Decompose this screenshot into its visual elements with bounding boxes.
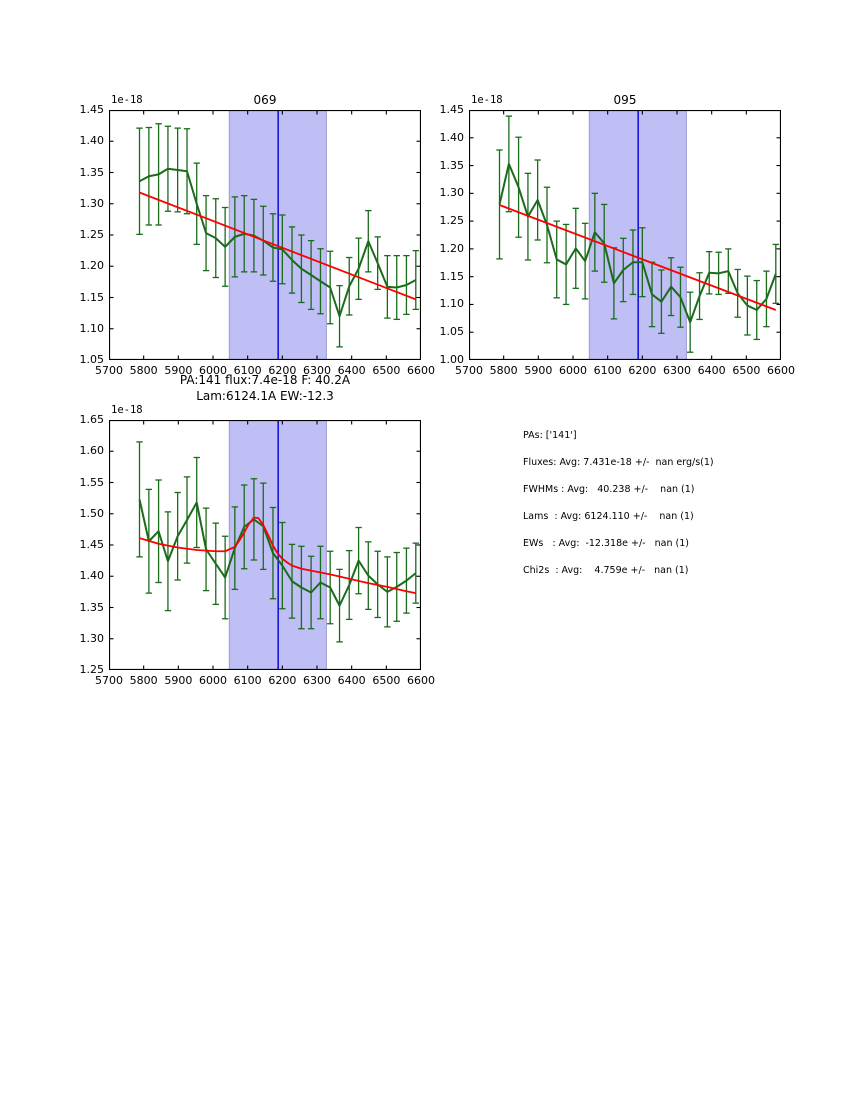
- x-tick-label: 5700: [95, 674, 123, 687]
- plot-panel-fit: 1e-18 5700 5800 5900 6000 6100 6200 6300 6400 65…: [80, 404, 436, 687]
- x-tick-label: 6500: [372, 364, 401, 377]
- x-tick-label: 6400: [697, 364, 726, 377]
- spectrum-trace: [498, 162, 777, 324]
- y-tick-label: 1.45: [439, 103, 465, 116]
- y-tick-label: 1.10: [79, 321, 105, 335]
- y-axis-offset-text-069: 1e-18: [111, 94, 143, 106]
- x-tick-label: 5800: [129, 364, 158, 377]
- y-tick-label: 1.10: [439, 297, 465, 311]
- y-tick-label: 1.30: [79, 196, 105, 210]
- y-tick-label: 1.25: [79, 228, 105, 241]
- y-tick-label: 1.40: [79, 569, 105, 583]
- x-tick-label: 5900: [164, 364, 193, 377]
- x-tick-label: 5700: [95, 364, 123, 377]
- plot-area-095: [469, 110, 781, 360]
- plot-panel-069: 1e-18 069 5700 5800 5900 6000 6100 6200 6300 64…: [80, 93, 436, 377]
- y-tick-label: 1.15: [79, 290, 105, 304]
- y-tick-label: 1.55: [79, 475, 105, 489]
- y-tick-label: 1.20: [439, 241, 465, 255]
- panel-title-095: 095: [613, 93, 637, 107]
- x-tick-label: 6200: [628, 364, 657, 377]
- y-tick-label: 1.40: [79, 134, 105, 148]
- plot-area-069: [109, 110, 421, 360]
- x-tick-label: 6600: [767, 364, 795, 377]
- spectrum-trace: [138, 499, 417, 607]
- y-tick-label: 1.05: [79, 353, 105, 366]
- y-tick-label: 1.60: [79, 444, 105, 458]
- x-tick-label: 6300: [303, 674, 331, 687]
- y-tick-label: 1.00: [439, 353, 465, 366]
- x-tick-label: 6500: [372, 674, 401, 687]
- y-tick-label: 1.05: [439, 325, 465, 339]
- y-tick-label: 1.35: [79, 600, 105, 614]
- panel-title-069: 069: [253, 93, 277, 107]
- y-tick-label: 1.45: [79, 103, 105, 116]
- y-tick-label: 1.45: [79, 538, 105, 551]
- stats-summary-block: PAs: ['141'] Fluxes: Avg: 7.431e-18 +/- …: [523, 430, 823, 592]
- plot-area-fit: [109, 420, 421, 670]
- x-tick-label: 6100: [593, 364, 622, 377]
- x-tick-label: 6500: [732, 364, 761, 377]
- x-tick-label: 6200: [268, 364, 297, 377]
- model-fit-line: [139, 191, 417, 301]
- y-tick-label: 1.40: [439, 130, 465, 144]
- stats-line-ews: EWs : Avg: -12.318e +/- nan (1): [523, 538, 689, 549]
- y-tick-label: 1.25: [439, 214, 465, 228]
- x-tick-label: 6300: [663, 364, 691, 377]
- y-tick-label: 1.35: [79, 165, 105, 179]
- x-tick-label: 5900: [164, 674, 193, 687]
- y-tick-label: 1.20: [79, 259, 105, 273]
- x-tick-label: 6000: [559, 364, 587, 377]
- y-tick-label: 1.35: [439, 158, 465, 172]
- caption-lam-ew: Lam:6124.1A EW:-12.3: [196, 389, 334, 403]
- y-tick-label: 1.15: [439, 269, 465, 283]
- stats-line-chi2s: Chi2s : Avg: 4.759e +/- nan (1): [523, 565, 689, 576]
- x-tick-label: 6600: [407, 364, 435, 377]
- y-tick-label: 1.25: [79, 663, 105, 676]
- model-fit-line: [139, 516, 416, 595]
- x-tick-label: 6100: [233, 364, 262, 377]
- x-tick-label: 5700: [455, 364, 483, 377]
- x-tick-label: 6600: [407, 674, 435, 687]
- plot-panel-095: 1e-18 095 5700 5800 5900 6000 6100 6200 6300 64…: [440, 93, 796, 377]
- x-tick-label: 6300: [303, 364, 331, 377]
- y-tick-label: 1.50: [79, 506, 105, 520]
- x-tick-label: 5800: [129, 674, 158, 687]
- y-tick-label: 1.65: [79, 413, 105, 426]
- x-tick-label: 6100: [233, 674, 262, 687]
- x-tick-label: 6000: [199, 364, 227, 377]
- spectrum-trace: [139, 167, 417, 318]
- axes-frame: [469, 110, 781, 360]
- y-axis-offset-text-095: 1e-18: [471, 94, 503, 106]
- caption-pa-flux: PA:141 flux:7.4e-18 F: 40.2A: [179, 373, 351, 387]
- x-tick-label: 5900: [524, 364, 553, 377]
- stats-line-lams: Lams : Avg: 6124.110 +/- nan (1): [523, 511, 694, 522]
- x-tick-label: 6000: [199, 674, 227, 687]
- x-tick-label: 6200: [268, 674, 297, 687]
- model-fit-line: [499, 204, 777, 311]
- x-tick-label: 6400: [337, 674, 366, 687]
- x-tick-label: 6400: [337, 364, 366, 377]
- stats-line-fwhms: FWHMs : Avg: 40.238 +/- nan (1): [523, 484, 695, 495]
- y-tick-label: 1.30: [439, 186, 465, 200]
- y-axis-offset-text-fit: 1e-18: [111, 404, 143, 416]
- x-tick-label: 5800: [489, 364, 518, 377]
- stats-line-fluxes: Fluxes: Avg: 7.431e-18 +/- nan erg/s(1): [523, 457, 714, 468]
- y-tick-label: 1.30: [79, 631, 105, 645]
- stats-line-pas: PAs: ['141']: [523, 430, 577, 441]
